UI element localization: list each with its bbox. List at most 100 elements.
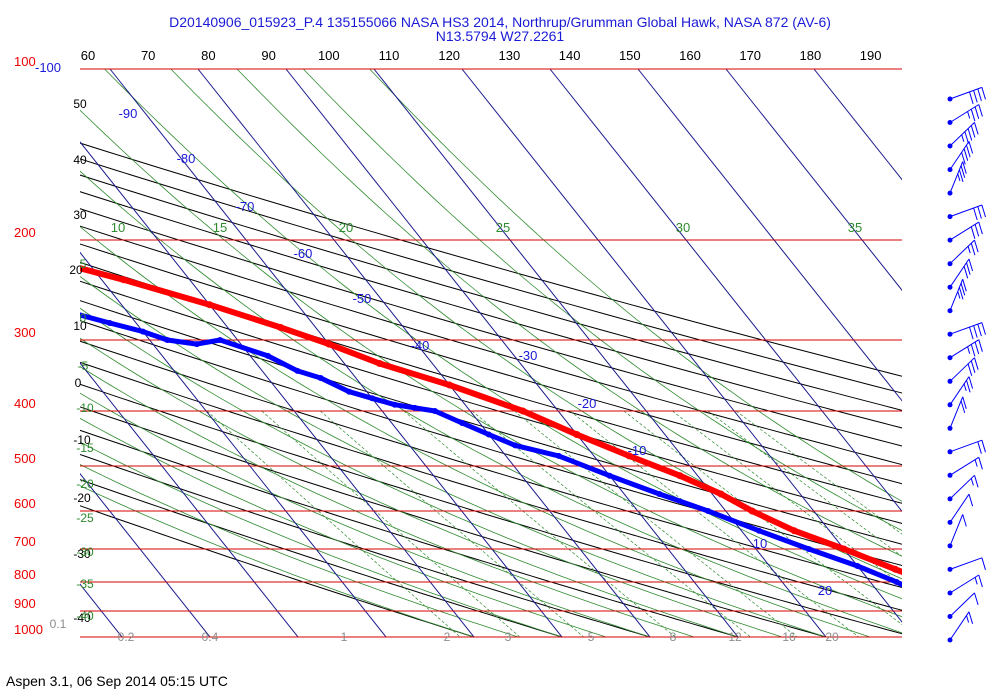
pressure-label: 600	[14, 496, 36, 511]
pressure-label: 400	[14, 396, 36, 411]
wind-barb-staff	[949, 357, 975, 382]
series-line	[80, 265, 902, 576]
wind-barb-staff	[949, 493, 970, 523]
wind-barb-flag	[958, 169, 964, 182]
wind-barb-flag	[974, 239, 979, 253]
dewpoint-point	[264, 352, 271, 359]
mixing-ratio-line	[569, 410, 859, 638]
wind-barb	[947, 204, 986, 221]
isobars	[80, 68, 902, 638]
theta-e-label: 35	[848, 220, 862, 235]
dry-adiabat-label: -40	[73, 611, 91, 625]
dewpoint-point	[756, 527, 762, 534]
theta-e-label: 25	[496, 220, 510, 235]
isotherm-label: -30	[519, 348, 538, 363]
wind-barb-flag	[963, 266, 969, 279]
wind-barb-flag	[966, 380, 971, 393]
wind-barb-staff	[949, 456, 980, 476]
top-tick-label: 170	[739, 48, 761, 63]
top-tick-label: 110	[379, 48, 400, 63]
wind-barb-flag	[973, 207, 978, 221]
chart-subtitle-location: N13.5794 W27.2261	[435, 28, 565, 44]
wind-barb-flag	[962, 396, 967, 409]
temperature-point	[840, 545, 848, 553]
mixing-ratio-label: 0.2	[118, 630, 135, 644]
dewpoint-point	[140, 328, 146, 335]
isotherm-line	[80, 583, 123, 638]
wind-barb-flag	[962, 514, 967, 527]
moist-adiabat-line	[303, 68, 902, 531]
dewpoint-point	[369, 395, 376, 402]
wind-barb-staff	[949, 611, 970, 641]
dewpoint-point	[217, 337, 224, 343]
dry-adiabat-line	[80, 158, 902, 394]
isotherm-line	[197, 68, 651, 638]
wind-barb-flag	[974, 224, 980, 237]
wind-barb-staff	[949, 161, 964, 194]
dewpoint-point	[485, 431, 492, 438]
wind-barb-flag	[978, 457, 983, 470]
moist-adiabat-line	[80, 307, 783, 638]
pressure-label: 500	[14, 451, 36, 466]
temperature-point	[37, 254, 44, 261]
wind-barb-flag	[970, 243, 976, 256]
wind-barb	[947, 592, 979, 619]
wind-barb-flag	[962, 279, 967, 292]
temperature-point	[519, 407, 527, 415]
pressure-label: 1000	[14, 622, 43, 637]
isotherm-label: -80	[177, 151, 196, 166]
dry-adiabat-line	[80, 361, 902, 611]
dewpoint-point	[431, 408, 438, 414]
wind-barbs	[947, 86, 986, 643]
wind-barb-flag	[968, 376, 974, 389]
wind-barb-flag	[969, 91, 974, 105]
dry-adiabat-line	[80, 300, 902, 545]
isotherm-line	[637, 68, 902, 402]
isotherm-line	[80, 362, 299, 638]
wind-barb-flag	[973, 325, 978, 338]
wind-barb-flag	[970, 344, 976, 357]
wind-barb-flag	[960, 400, 966, 414]
wind-barb-staff	[949, 122, 975, 147]
temperature-point	[676, 472, 684, 480]
wind-barb-flag	[977, 323, 982, 337]
theta-e-label: 20	[339, 220, 353, 235]
moist-adiabat-line	[369, 68, 902, 502]
dewpoint-point	[961, 608, 967, 614]
dry-adiabat-line	[80, 505, 475, 638]
wind-barb-flag	[966, 615, 970, 623]
top-tick-label: 150	[619, 48, 641, 63]
top-tick-label: 80	[201, 48, 215, 63]
dry-adiabat-label: 20	[69, 263, 83, 277]
dewpoint-point	[893, 579, 900, 585]
isotherm-line	[80, 141, 475, 638]
temperature-point	[790, 527, 798, 535]
wind-barb-flag	[962, 161, 967, 174]
moist-adiabat-line	[80, 170, 902, 634]
wind-barb-staff	[949, 239, 975, 265]
wind-barb-flag	[974, 122, 979, 135]
pressure-label: 100	[14, 54, 36, 69]
wind-barb-staff	[949, 557, 983, 570]
wind-barb-flag	[966, 262, 971, 275]
temperature-point	[717, 490, 725, 498]
dry-adiabat-label: -20	[73, 491, 91, 505]
isotherm-label: -60	[294, 246, 313, 261]
wind-barb	[947, 514, 967, 549]
isotherm-line	[80, 472, 211, 638]
wind-barb-flag	[981, 440, 986, 453]
dewpoint-point	[606, 472, 613, 479]
wind-barb-flag	[977, 88, 982, 102]
top-tick-label: 100	[318, 48, 340, 63]
theta-e-label: 30	[676, 220, 690, 235]
wind-barb	[947, 439, 986, 455]
wind-barb-flag	[981, 87, 986, 100]
isotherm-line	[461, 68, 902, 623]
wind-barb-staff	[949, 514, 964, 547]
isotherm-line	[725, 68, 902, 291]
wind-barb-staff	[949, 322, 983, 335]
wind-barb-staff	[949, 339, 980, 359]
dewpoint-point	[294, 367, 301, 374]
dry-adiabat-line	[80, 406, 827, 638]
moist-adiabat-label: -20	[76, 477, 94, 491]
